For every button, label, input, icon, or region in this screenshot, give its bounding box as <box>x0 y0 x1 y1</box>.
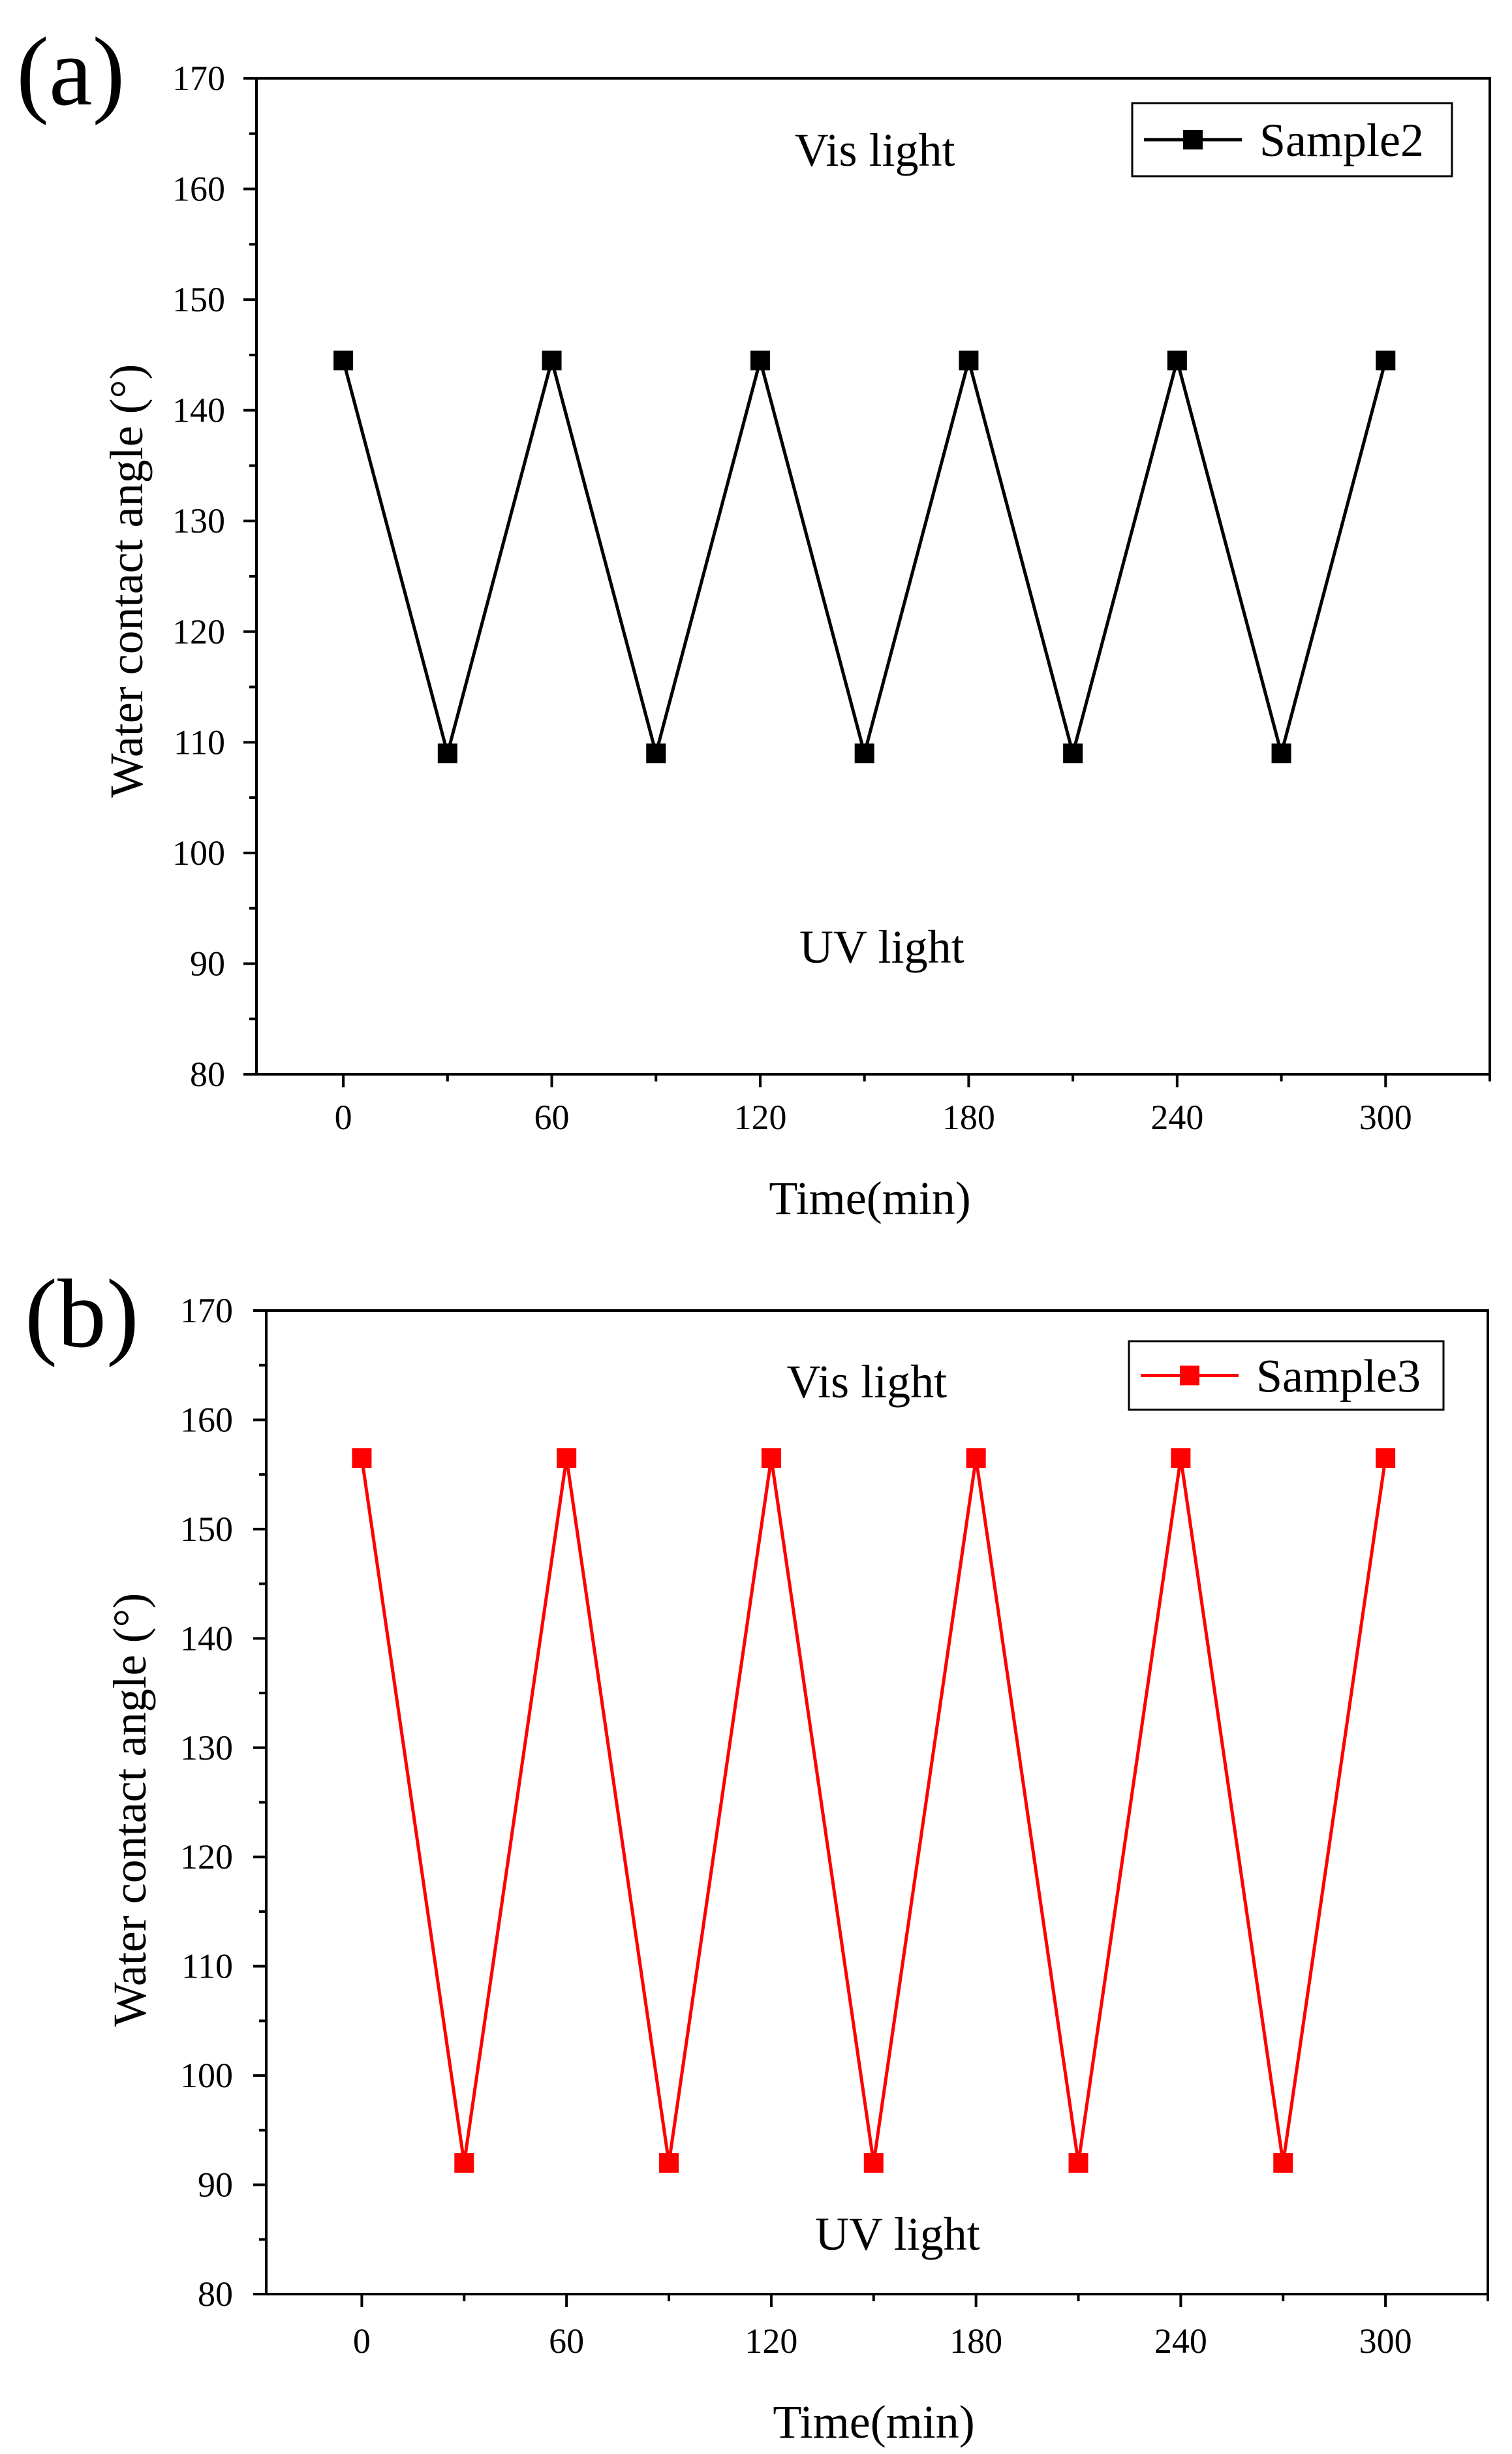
x-axis-label: Time(min) <box>773 2396 974 2448</box>
x-tick-label: 120 <box>733 1098 786 1137</box>
data-point-marker <box>966 1448 986 1468</box>
data-point-marker <box>437 743 457 764</box>
y-tick-label: 170 <box>172 59 225 98</box>
y-tick-label: 120 <box>172 612 225 651</box>
x-tick-label: 60 <box>549 2322 584 2361</box>
data-point-marker <box>352 1448 372 1468</box>
panel-label: (b) <box>25 1260 139 1368</box>
legend-label: Sample3 <box>1256 1350 1421 1403</box>
y-tick-label: 140 <box>180 1619 233 1658</box>
data-point-marker <box>333 350 354 371</box>
y-tick-label: 120 <box>180 1837 233 1876</box>
x-tick-label: 240 <box>1154 2322 1207 2361</box>
data-point-marker <box>557 1448 577 1468</box>
data-point-marker <box>959 350 979 371</box>
y-tick-label: 140 <box>172 391 225 430</box>
y-tick-label: 90 <box>190 944 225 983</box>
x-axis-label: Time(min) <box>769 1172 970 1224</box>
y-tick-label: 150 <box>172 280 225 319</box>
x-tick-label: 180 <box>942 1098 995 1137</box>
data-point-marker <box>854 743 874 764</box>
y-tick-label: 150 <box>180 1510 233 1549</box>
data-point-marker <box>659 2153 679 2173</box>
y-tick-label: 130 <box>172 501 225 540</box>
data-point-marker <box>1376 350 1396 371</box>
chart-panel-b: (b) 80 90 100 110 120 130 140 150 160 170 0 60 120 180… <box>25 1260 1489 2448</box>
y-tick-label: 100 <box>172 833 225 873</box>
y-tick-label: 170 <box>180 1291 233 1330</box>
series-line <box>360 1457 1387 2164</box>
data-point-marker <box>1376 1448 1396 1468</box>
data-point-marker <box>542 350 562 371</box>
y-tick-label: 90 <box>198 2166 233 2205</box>
y-axis-label: Water contact angle (°) <box>100 364 153 798</box>
y-tick-label: 80 <box>190 1055 225 1094</box>
data-point-marker <box>1068 2153 1088 2173</box>
x-tick-label: 240 <box>1150 1098 1203 1137</box>
annotation: UV light <box>799 921 964 973</box>
data-point-marker <box>863 2153 884 2173</box>
y-tick-label: 160 <box>180 1400 233 1439</box>
y-tick-label: 160 <box>172 170 225 209</box>
data-point-marker <box>1171 1448 1191 1468</box>
data-point-marker <box>646 743 666 764</box>
y-axis-label: Water contact angle (°) <box>104 1593 156 2027</box>
y-tick-label: 100 <box>180 2056 233 2095</box>
x-tick-label: 180 <box>949 2322 1002 2361</box>
panel-label: (a) <box>16 18 125 126</box>
annotation: Vis light <box>786 1356 947 1408</box>
legend-label: Sample2 <box>1259 114 1424 166</box>
x-tick-label: 300 <box>1359 2322 1412 2361</box>
legend-marker <box>1183 130 1203 149</box>
data-point-marker <box>1271 743 1291 764</box>
x-tick-label: 0 <box>335 1098 352 1137</box>
x-tick-label: 60 <box>534 1098 570 1137</box>
data-point-marker <box>761 1448 781 1468</box>
series-line <box>341 354 1387 760</box>
y-tick-label: 110 <box>174 722 225 762</box>
annotation: UV light <box>815 2208 980 2260</box>
data-point-marker <box>454 2153 474 2173</box>
y-tick-label: 130 <box>180 1728 233 1767</box>
data-point-marker <box>1063 743 1083 764</box>
data-point-marker <box>1273 2153 1293 2173</box>
y-tick-label: 80 <box>198 2275 233 2314</box>
x-tick-label: 300 <box>1359 1098 1412 1137</box>
legend-marker <box>1180 1365 1199 1386</box>
chart-panel-a: (a) 80 90 100 110 120 130 140 150 160 170 0 60 120 180… <box>16 18 1491 1224</box>
annotation: Vis light <box>795 124 955 176</box>
data-point-marker <box>1167 350 1187 371</box>
data-point-marker <box>750 350 770 371</box>
y-tick-label: 110 <box>181 1947 233 1986</box>
x-tick-label: 120 <box>745 2322 797 2361</box>
x-tick-label: 0 <box>353 2322 371 2361</box>
